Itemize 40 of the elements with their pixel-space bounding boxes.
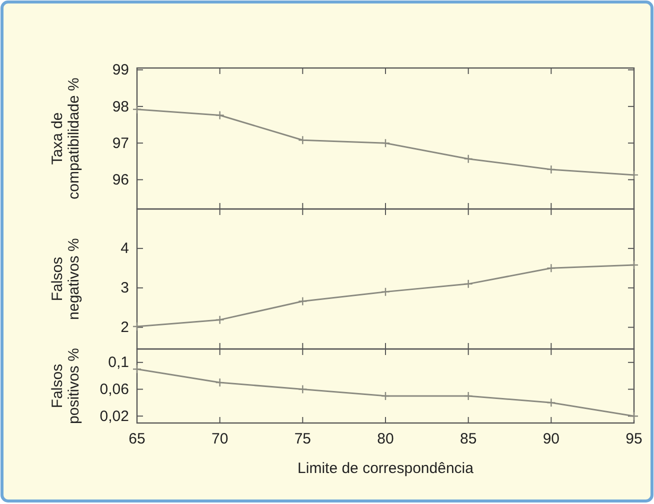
x-tick-label: 95 bbox=[626, 430, 642, 448]
point bbox=[298, 384, 308, 394]
y-axis-title: Falsos negativos % bbox=[49, 238, 82, 320]
point bbox=[380, 287, 390, 296]
y-tick-label: 0,02 bbox=[100, 408, 129, 425]
x-tick-label: 75 bbox=[294, 430, 312, 448]
point bbox=[215, 378, 224, 388]
y-tick-label: 2 bbox=[120, 319, 129, 336]
y-axis-title: Falsos positivos % bbox=[49, 348, 82, 424]
y-tick-label: 4 bbox=[120, 240, 129, 258]
point bbox=[132, 322, 142, 332]
x-tick-label: 85 bbox=[460, 430, 477, 448]
point bbox=[629, 260, 639, 270]
point bbox=[215, 315, 224, 324]
point bbox=[380, 391, 390, 401]
point bbox=[464, 391, 473, 401]
point bbox=[298, 296, 308, 306]
y-tick-label: 97 bbox=[112, 134, 129, 152]
point bbox=[629, 411, 639, 421]
point bbox=[132, 104, 142, 114]
y-tick-label: 99 bbox=[112, 62, 129, 79]
x-tick-label: 90 bbox=[542, 430, 560, 448]
y-tick-label: 3 bbox=[120, 280, 129, 297]
point bbox=[132, 364, 142, 374]
y-tick-label: 0,1 bbox=[108, 354, 129, 372]
x-tick-label: 70 bbox=[211, 430, 228, 448]
y-tick-label: 0,06 bbox=[100, 381, 129, 398]
point bbox=[464, 154, 473, 164]
y-tick-label: 98 bbox=[112, 98, 129, 116]
point bbox=[546, 398, 556, 408]
y-tick-label: 96 bbox=[112, 172, 129, 188]
y-axis-title: Taxa de compatibilidade % bbox=[49, 78, 82, 200]
x-tick-label: 80 bbox=[377, 430, 394, 448]
point bbox=[464, 279, 473, 289]
point bbox=[546, 164, 556, 174]
x-tick-label: 65 bbox=[128, 430, 146, 448]
x-axis-title: Limite de correspondência bbox=[298, 460, 474, 477]
point bbox=[546, 264, 556, 273]
point bbox=[380, 138, 390, 148]
point bbox=[215, 110, 224, 120]
